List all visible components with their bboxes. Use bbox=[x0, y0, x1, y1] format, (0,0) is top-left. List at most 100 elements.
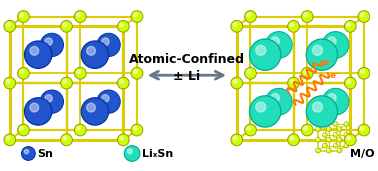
Circle shape bbox=[63, 136, 67, 140]
Circle shape bbox=[327, 149, 329, 151]
Circle shape bbox=[4, 134, 15, 146]
Circle shape bbox=[60, 134, 73, 146]
Circle shape bbox=[304, 127, 307, 130]
Circle shape bbox=[358, 124, 370, 136]
Circle shape bbox=[30, 47, 39, 55]
Circle shape bbox=[118, 77, 129, 89]
Circle shape bbox=[131, 124, 143, 136]
Circle shape bbox=[256, 102, 266, 112]
Circle shape bbox=[288, 21, 299, 32]
Circle shape bbox=[327, 138, 329, 140]
Circle shape bbox=[344, 143, 349, 148]
Circle shape bbox=[313, 45, 322, 55]
Circle shape bbox=[271, 94, 279, 102]
Circle shape bbox=[133, 127, 137, 130]
Circle shape bbox=[124, 146, 140, 161]
Circle shape bbox=[87, 103, 96, 112]
Circle shape bbox=[120, 80, 124, 83]
Circle shape bbox=[344, 77, 356, 89]
Circle shape bbox=[97, 33, 120, 57]
Circle shape bbox=[323, 133, 325, 135]
Circle shape bbox=[344, 134, 356, 146]
Circle shape bbox=[338, 149, 339, 151]
Circle shape bbox=[22, 147, 35, 160]
Text: M/O: M/O bbox=[350, 148, 375, 159]
Circle shape bbox=[361, 70, 364, 74]
Circle shape bbox=[306, 39, 338, 70]
Circle shape bbox=[77, 127, 81, 130]
Circle shape bbox=[247, 13, 251, 17]
Circle shape bbox=[20, 13, 24, 17]
Circle shape bbox=[333, 143, 338, 148]
Circle shape bbox=[25, 41, 52, 68]
Circle shape bbox=[337, 148, 342, 153]
Circle shape bbox=[4, 21, 15, 32]
Circle shape bbox=[288, 77, 299, 89]
Circle shape bbox=[131, 11, 143, 22]
Circle shape bbox=[60, 77, 73, 89]
Circle shape bbox=[347, 136, 350, 140]
Circle shape bbox=[333, 122, 338, 127]
Circle shape bbox=[316, 128, 318, 129]
Circle shape bbox=[326, 137, 331, 142]
Circle shape bbox=[338, 128, 339, 129]
Circle shape bbox=[344, 21, 356, 32]
Circle shape bbox=[327, 128, 329, 129]
Circle shape bbox=[233, 80, 237, 83]
Circle shape bbox=[6, 23, 10, 27]
Circle shape bbox=[313, 102, 322, 112]
Circle shape bbox=[4, 77, 15, 89]
Circle shape bbox=[131, 67, 143, 79]
Circle shape bbox=[338, 138, 339, 140]
Circle shape bbox=[288, 134, 299, 146]
Circle shape bbox=[133, 70, 137, 74]
Circle shape bbox=[63, 23, 67, 27]
Text: Sn: Sn bbox=[37, 148, 53, 159]
Circle shape bbox=[63, 80, 67, 83]
Circle shape bbox=[249, 39, 281, 70]
Circle shape bbox=[249, 96, 281, 127]
Text: ± Li: ± Li bbox=[174, 70, 200, 83]
Circle shape bbox=[24, 149, 29, 154]
Circle shape bbox=[45, 38, 52, 45]
Circle shape bbox=[20, 127, 24, 130]
Circle shape bbox=[245, 11, 256, 22]
Circle shape bbox=[290, 80, 294, 83]
Circle shape bbox=[347, 80, 350, 83]
Circle shape bbox=[247, 70, 251, 74]
Circle shape bbox=[18, 11, 29, 22]
Circle shape bbox=[81, 98, 108, 125]
Circle shape bbox=[316, 138, 318, 140]
Circle shape bbox=[316, 148, 321, 153]
Circle shape bbox=[40, 90, 64, 113]
Text: e⁻: e⁻ bbox=[330, 71, 341, 80]
Circle shape bbox=[358, 67, 370, 79]
Circle shape bbox=[6, 136, 10, 140]
Circle shape bbox=[290, 136, 294, 140]
Circle shape bbox=[334, 133, 336, 135]
Circle shape bbox=[231, 134, 243, 146]
Circle shape bbox=[323, 144, 325, 146]
Circle shape bbox=[133, 13, 137, 17]
Circle shape bbox=[77, 70, 81, 74]
Circle shape bbox=[118, 21, 129, 32]
Circle shape bbox=[74, 67, 86, 79]
Circle shape bbox=[301, 67, 313, 79]
Circle shape bbox=[345, 133, 347, 135]
Circle shape bbox=[97, 90, 120, 113]
Circle shape bbox=[316, 137, 321, 142]
Circle shape bbox=[233, 23, 237, 27]
Circle shape bbox=[245, 67, 256, 79]
Circle shape bbox=[322, 88, 349, 115]
Circle shape bbox=[18, 67, 29, 79]
Circle shape bbox=[81, 41, 108, 68]
Circle shape bbox=[306, 96, 338, 127]
Circle shape bbox=[233, 136, 237, 140]
Circle shape bbox=[337, 137, 342, 142]
Circle shape bbox=[74, 11, 86, 22]
Circle shape bbox=[118, 134, 129, 146]
Circle shape bbox=[347, 23, 350, 27]
Circle shape bbox=[25, 98, 52, 125]
Circle shape bbox=[333, 133, 338, 137]
Circle shape bbox=[87, 47, 96, 55]
